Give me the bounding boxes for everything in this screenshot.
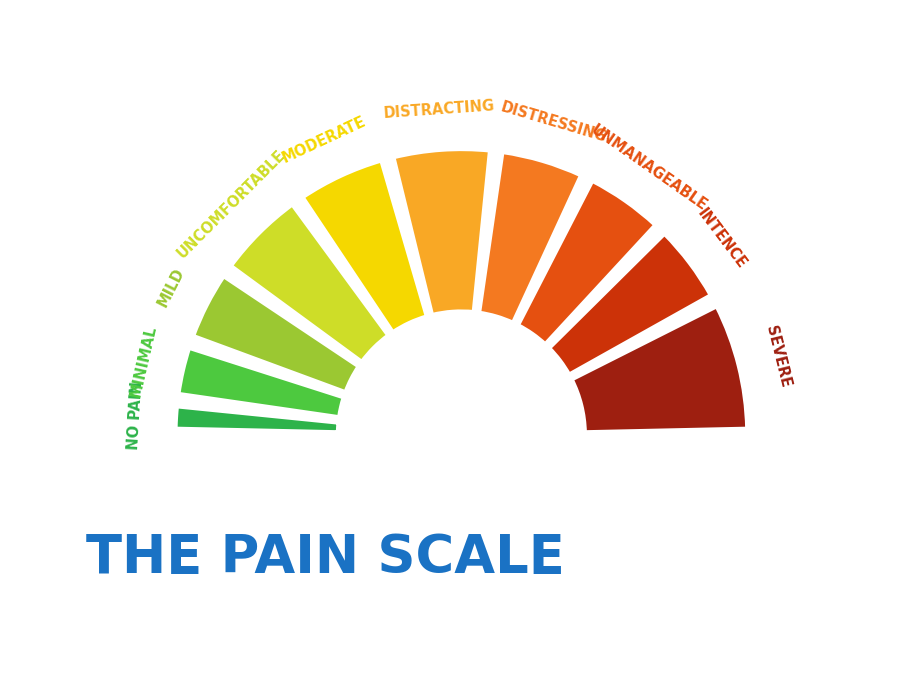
Wedge shape [572, 306, 747, 432]
Wedge shape [393, 149, 490, 315]
Text: MINIMAL: MINIMAL [129, 324, 159, 399]
Wedge shape [549, 234, 711, 375]
Wedge shape [178, 348, 344, 417]
Wedge shape [230, 205, 389, 362]
Wedge shape [518, 181, 655, 344]
Text: UNCOMFORTABLE: UNCOMFORTABLE [174, 148, 288, 261]
Wedge shape [194, 276, 359, 392]
Text: DISTRACTING: DISTRACTING [382, 99, 495, 122]
Text: SEVERE: SEVERE [762, 324, 793, 389]
Text: MILD: MILD [155, 265, 187, 309]
Wedge shape [176, 406, 338, 432]
Wedge shape [479, 152, 581, 323]
Text: DISTRESSING: DISTRESSING [500, 100, 608, 145]
Text: UNMANAGEABLE: UNMANAGEABLE [588, 122, 709, 214]
Wedge shape [302, 161, 427, 332]
Text: NO PAIN: NO PAIN [127, 381, 146, 450]
Text: THE PAIN SCALE: THE PAIN SCALE [86, 533, 564, 585]
Text: MODERATE: MODERATE [279, 113, 368, 165]
Text: INTENCE: INTENCE [694, 206, 749, 272]
